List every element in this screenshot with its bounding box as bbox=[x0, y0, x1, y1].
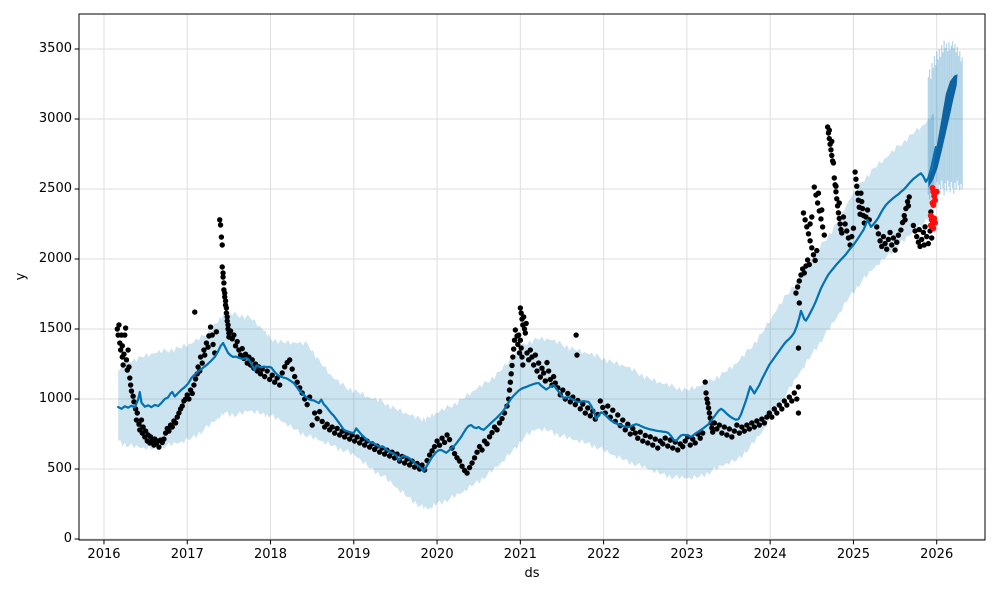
x-tick-label: 2025 bbox=[836, 547, 870, 562]
y-tick-label: 1000 bbox=[38, 391, 72, 406]
x-tick-label: 2016 bbox=[87, 547, 121, 562]
x-tick-label: 2018 bbox=[253, 547, 288, 562]
y-axis-label: y bbox=[13, 272, 29, 281]
x-tick-label: 2020 bbox=[420, 547, 454, 562]
y-tick-label: 500 bbox=[47, 461, 72, 477]
x-tick-label: 2022 bbox=[587, 547, 621, 562]
x-tick-label: 2021 bbox=[503, 547, 537, 562]
y-tick-label: 2000 bbox=[38, 251, 72, 266]
y-tick-label: 2500 bbox=[38, 181, 72, 196]
x-tick-label: 2024 bbox=[753, 547, 787, 562]
x-tick-label: 2017 bbox=[170, 547, 204, 562]
y-tick-label: 1500 bbox=[38, 321, 72, 336]
x-tick-label: 2023 bbox=[670, 547, 704, 562]
y-tick-label: 0 bbox=[63, 531, 72, 547]
x-axis-label: ds bbox=[524, 566, 540, 581]
x-tick-label: 2026 bbox=[920, 547, 954, 562]
y-tick-label: 3000 bbox=[38, 111, 72, 126]
y-tick-label: 3500 bbox=[38, 41, 72, 56]
x-tick-label: 2019 bbox=[337, 547, 371, 562]
